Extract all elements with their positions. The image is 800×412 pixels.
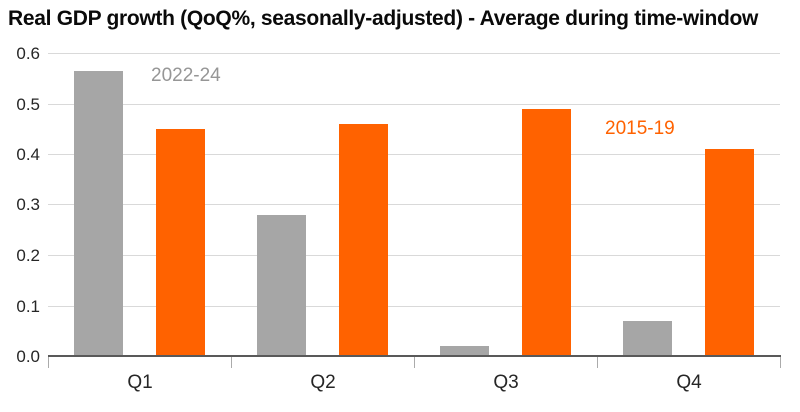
x-axis-label: Q2: [310, 372, 336, 393]
series-label-2015-19: 2015-19: [605, 118, 675, 139]
x-axis-tick: [780, 357, 781, 368]
y-axis-label: 0.6: [16, 44, 40, 63]
y-axis-label: 0.0: [16, 347, 40, 366]
x-axis-line: [48, 355, 781, 357]
x-axis-tick: [231, 357, 232, 368]
gridline: [48, 204, 780, 205]
bar-q4-2015-19: [705, 149, 754, 356]
gridline: [48, 104, 780, 105]
x-axis-tick: [48, 357, 49, 368]
series-label-2022-24: 2022-24: [151, 65, 221, 86]
gridline: [48, 306, 780, 307]
bar-q2-2015-19: [339, 124, 388, 356]
bar-q1-2015-19: [156, 129, 205, 356]
y-axis-label: 0.5: [16, 95, 40, 114]
bar-q2-2022-24: [257, 215, 306, 356]
y-axis-label: 0.1: [16, 297, 40, 316]
gridline: [48, 154, 780, 155]
chart-title: Real GDP growth (QoQ%, seasonally-adjust…: [8, 7, 759, 30]
bar-q3-2022-24: [440, 346, 489, 356]
y-axis-label: 0.4: [16, 145, 40, 164]
x-axis-tick: [414, 357, 415, 368]
x-axis-tick: [597, 357, 598, 368]
x-axis-label: Q1: [127, 372, 153, 393]
x-axis-label: Q3: [493, 372, 519, 393]
x-axis-label: Q4: [676, 372, 702, 393]
bar-q4-2022-24: [623, 321, 672, 356]
gridline: [48, 255, 780, 256]
bar-q1-2022-24: [74, 71, 123, 356]
y-axis-label: 0.3: [16, 195, 40, 214]
gridline: [48, 53, 780, 54]
y-axis-label: 0.2: [16, 246, 40, 265]
bar-q3-2015-19: [522, 109, 571, 356]
